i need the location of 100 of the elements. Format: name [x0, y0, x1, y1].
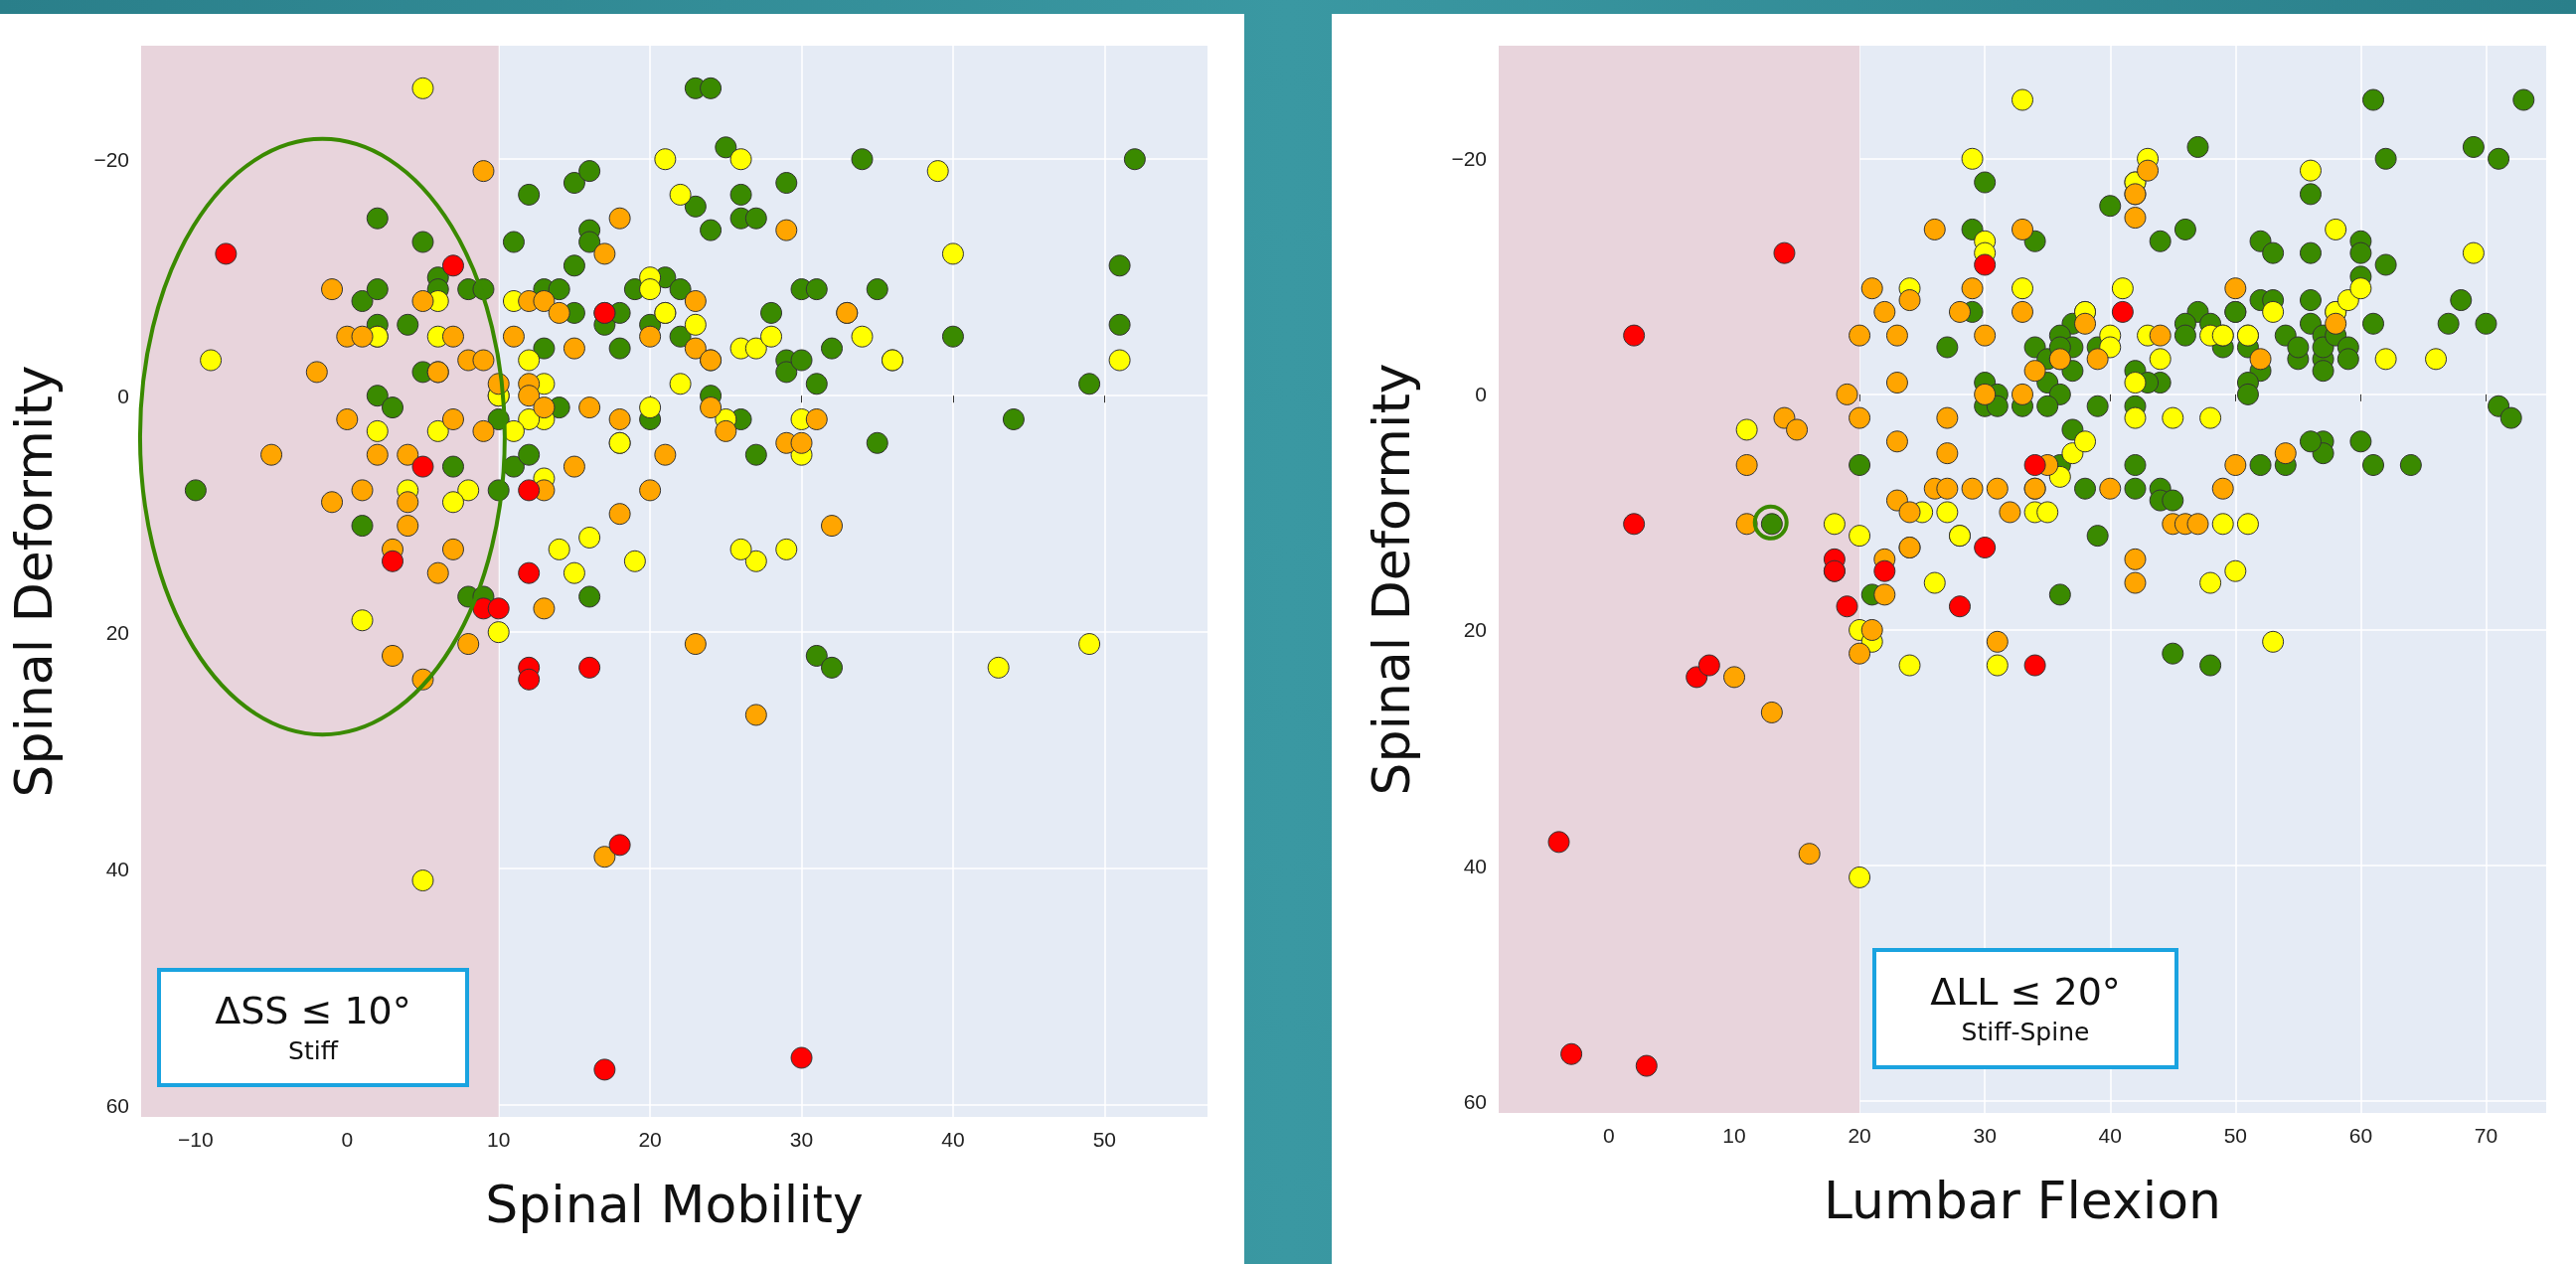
point: [533, 396, 556, 419]
point: [1936, 501, 1959, 524]
x-tick-label: 70: [2474, 1124, 2498, 1147]
point: [2262, 300, 2285, 323]
point: [426, 561, 449, 584]
point: [472, 349, 495, 372]
point: [684, 313, 707, 336]
point: [215, 242, 238, 265]
x-tick-label: 10: [1722, 1124, 1746, 1147]
point: [2036, 501, 2059, 524]
x-tick-label: 50: [1092, 1128, 1117, 1151]
point: [1773, 241, 1796, 264]
point: [2111, 277, 2134, 300]
point: [366, 419, 389, 442]
point: [1873, 559, 1896, 582]
x-tick-label: −10: [178, 1128, 214, 1151]
point: [593, 242, 616, 265]
point: [2425, 348, 2448, 371]
point: [715, 419, 737, 442]
point: [2236, 513, 2259, 536]
point: [397, 491, 419, 514]
y-tick-label: 20: [105, 620, 129, 644]
point: [351, 609, 374, 632]
point: [2124, 372, 2147, 395]
x-tick-label: 0: [1603, 1124, 1615, 1147]
point: [2300, 159, 2322, 182]
annotation: Stiff-Spine: [1961, 1017, 2090, 1049]
x-tick-label: 60: [2348, 1124, 2373, 1147]
y-tick-label: −20: [1451, 147, 1487, 171]
x-axis-title: Lumbar Flexion: [1824, 1171, 2221, 1230]
point: [790, 1046, 813, 1069]
point: [1635, 1054, 1658, 1077]
point: [563, 337, 585, 360]
point: [397, 515, 419, 538]
point: [2111, 300, 2134, 323]
point: [654, 443, 677, 466]
point: [2074, 430, 2097, 453]
x-tick-label: 40: [941, 1128, 965, 1151]
point: [1986, 654, 2009, 677]
point: [2462, 241, 2485, 264]
point: [260, 443, 283, 466]
point: [366, 443, 389, 466]
x-tick-label: 10: [487, 1128, 511, 1151]
point: [1697, 654, 1720, 677]
point: [472, 160, 495, 183]
x-tick-label: 0: [341, 1128, 354, 1151]
point: [1974, 537, 1997, 558]
point: [1961, 147, 1984, 170]
point: [608, 207, 631, 230]
point: [2325, 218, 2347, 240]
point: [941, 242, 964, 265]
point: [518, 561, 541, 584]
point: [578, 656, 601, 679]
point: [684, 290, 707, 312]
point: [1849, 866, 1871, 888]
point: [578, 526, 601, 549]
point: [1823, 513, 1846, 536]
point: [2262, 630, 2285, 653]
point: [639, 278, 662, 301]
point: [457, 479, 480, 502]
point: [533, 597, 556, 620]
point: [744, 704, 767, 726]
point: [684, 633, 707, 656]
point: [669, 373, 692, 395]
point: [2374, 348, 2397, 371]
point: [442, 254, 464, 277]
point: [518, 668, 541, 691]
point: [654, 148, 677, 171]
x-tick-label: 30: [789, 1128, 814, 1151]
point: [1108, 349, 1131, 372]
x-tick-label: 40: [2098, 1124, 2122, 1147]
x-tick-label: 20: [638, 1128, 662, 1151]
point: [382, 550, 404, 572]
point: [1836, 595, 1858, 618]
annotation: ΔLL ≤ 20°: [1930, 969, 2121, 1017]
point: [2336, 289, 2359, 312]
point: [2199, 406, 2222, 429]
point: [548, 301, 570, 324]
point: [805, 408, 828, 430]
point: [1974, 253, 1997, 276]
point: [2023, 654, 2046, 677]
annotation: ΔSS ≤ 10°: [215, 988, 411, 1035]
point: [2224, 559, 2247, 582]
point: [442, 408, 464, 430]
point: [518, 349, 541, 372]
point: [608, 503, 631, 526]
point: [2211, 513, 2234, 536]
point: [578, 396, 601, 419]
point: [563, 561, 585, 584]
point: [1735, 418, 1758, 441]
point: [639, 325, 662, 348]
point: [608, 408, 631, 430]
point: [2199, 571, 2222, 594]
point: [1560, 1042, 1583, 1065]
x-tick-label: 20: [1848, 1124, 1871, 1147]
point: [926, 160, 949, 183]
point: [700, 396, 723, 419]
point: [775, 538, 798, 560]
point: [1898, 654, 1921, 677]
point: [744, 550, 767, 572]
